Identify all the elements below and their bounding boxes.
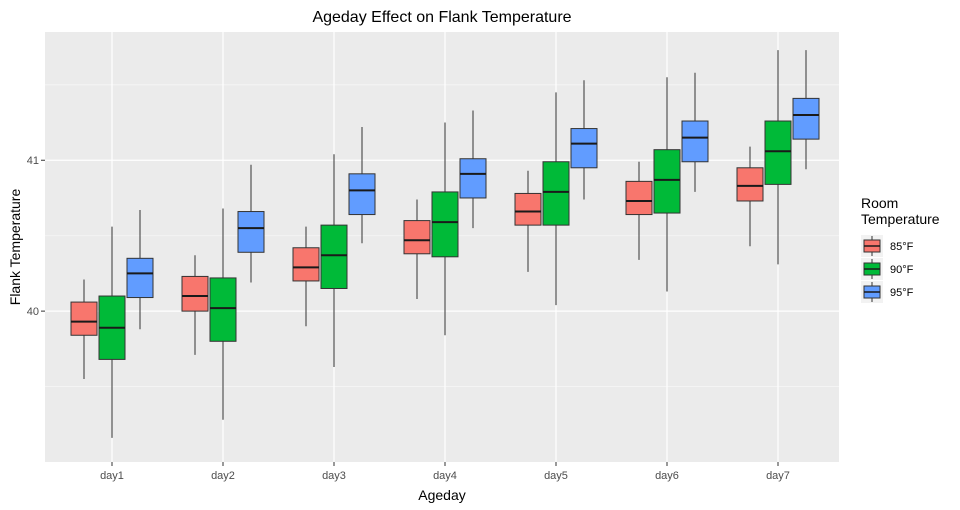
- y-tick-label: 41: [27, 155, 39, 167]
- x-tick-label: day2: [211, 470, 235, 482]
- box: [292, 247, 320, 282]
- boxplot: [181, 255, 209, 355]
- boxplot: [792, 50, 820, 170]
- box: [625, 180, 653, 216]
- x-tick-label: day1: [100, 470, 124, 482]
- boxplot: [70, 279, 98, 380]
- box: [681, 120, 709, 163]
- legend-item: 85°F: [861, 235, 914, 257]
- box: [348, 173, 376, 216]
- x-tick-label: day6: [655, 470, 679, 482]
- boxplot: [431, 122, 459, 336]
- boxplot: [514, 170, 542, 272]
- legend-title-line-1: Room: [861, 195, 898, 211]
- boxplot: [98, 226, 126, 438]
- box: [570, 128, 598, 169]
- boxplot: [764, 50, 792, 265]
- boxplot: [625, 161, 653, 260]
- box: [542, 161, 570, 226]
- box: [431, 191, 459, 258]
- y-axis-title: Flank Temperature: [7, 189, 23, 306]
- box: [237, 211, 265, 253]
- boxplot: [237, 164, 265, 283]
- boxplot: [681, 72, 709, 192]
- legend-item: 90°F: [861, 258, 914, 280]
- boxplots: [70, 50, 820, 438]
- x-tick-label: day4: [433, 470, 457, 482]
- box: [514, 192, 542, 226]
- legend-title-line-2: Temperature: [861, 211, 940, 227]
- boxplot: [320, 154, 348, 367]
- legend-keys: 85°F 90°F 95°F: [861, 235, 914, 303]
- boxplot: [542, 92, 570, 306]
- x-axis-title: Ageday: [418, 487, 465, 503]
- box: [653, 149, 681, 214]
- box: [459, 158, 487, 199]
- boxplot: [292, 226, 320, 327]
- chart-title: Ageday Effect on Flank Temperature: [312, 9, 571, 26]
- x-tick-label: day5: [544, 470, 568, 482]
- y-axis: 40 41: [27, 155, 45, 318]
- box: [403, 220, 431, 255]
- boxplot: [653, 77, 681, 292]
- legend-item: 95°F: [861, 281, 914, 303]
- boxplot: [126, 210, 154, 330]
- boxplot: [348, 127, 376, 244]
- box: [209, 277, 237, 342]
- x-axis: day1 day2 day3 day4 day5 day6 day7: [100, 462, 790, 482]
- legend-label: 95°F: [890, 287, 914, 299]
- y-tick-label: 40: [27, 306, 39, 318]
- boxplot: [459, 110, 487, 229]
- boxplot: [209, 208, 237, 420]
- legend: Room Temperature 85°F 90°F 95°F: [861, 195, 940, 303]
- boxplot: [570, 80, 598, 200]
- box: [736, 167, 764, 202]
- legend-label: 85°F: [890, 241, 914, 253]
- box: [70, 301, 98, 336]
- boxplot: [736, 146, 764, 247]
- boxplot: [403, 199, 431, 300]
- x-tick-label: day3: [322, 470, 346, 482]
- legend-label: 90°F: [890, 264, 914, 276]
- x-tick-label: day7: [766, 470, 790, 482]
- box: [126, 257, 154, 299]
- box: [764, 120, 792, 185]
- box: [320, 224, 348, 289]
- box: [792, 97, 820, 140]
- box: [181, 275, 209, 312]
